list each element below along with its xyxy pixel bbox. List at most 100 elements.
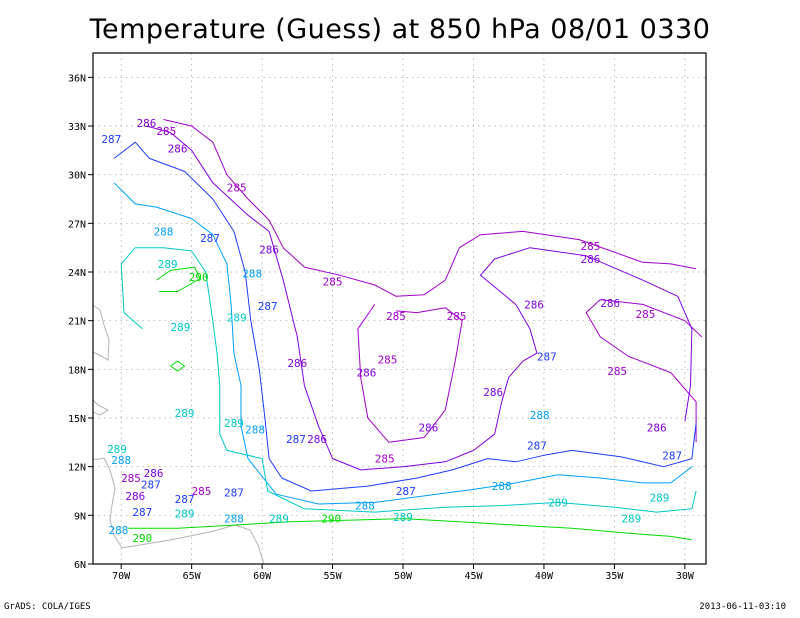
- contour-label: 288: [242, 268, 262, 281]
- contour-290: [156, 266, 201, 292]
- y-tick-label: 27N: [68, 219, 86, 230]
- contour-label: 286: [287, 357, 307, 370]
- contour-label: 286: [647, 422, 667, 435]
- contour-label: 289: [158, 258, 178, 271]
- x-tick-label: 40W: [535, 571, 554, 582]
- contour-label: 287: [141, 479, 161, 492]
- contour-287: [113, 141, 697, 492]
- contour-label: 286: [125, 490, 145, 503]
- contour-label: 287: [224, 487, 244, 500]
- contour-label: 287: [396, 485, 416, 498]
- contour-label: 289: [107, 443, 127, 456]
- contour-label: 290: [321, 513, 341, 526]
- contour-label: 290: [189, 271, 209, 284]
- contour-label: 287: [175, 493, 195, 506]
- plot-frame: [92, 52, 707, 565]
- contour-label: 286: [580, 253, 600, 266]
- y-tick-label: 15N: [68, 414, 86, 425]
- contour-label: 285: [378, 354, 398, 367]
- x-tick-label: 65W: [183, 571, 202, 582]
- contour-label: 288: [111, 454, 131, 467]
- contour-label: 286: [356, 367, 376, 380]
- contour-label: 286: [524, 298, 544, 311]
- contour-label: 289: [650, 492, 670, 505]
- contour-label: 287: [286, 433, 306, 446]
- island-coast-east: [93, 304, 110, 361]
- contour-290: [128, 518, 692, 541]
- footer-timestamp: 2013-06-11-03:10: [699, 602, 786, 612]
- y-tick-label: 30N: [68, 171, 86, 182]
- y-tick-label: 12N: [68, 463, 86, 474]
- south-america-coast: [93, 457, 265, 564]
- contour-label: 288: [530, 409, 550, 422]
- contour-285: [163, 119, 697, 297]
- contour-label: 289: [175, 407, 195, 420]
- y-tick-label: 33N: [68, 122, 86, 133]
- x-tick-label: 70W: [112, 571, 131, 582]
- contour-label: 286: [600, 297, 620, 310]
- contour-290: [170, 360, 186, 372]
- contour-label: 285: [156, 125, 176, 138]
- contour-288: [113, 182, 693, 505]
- contour-label: 285: [580, 240, 600, 253]
- contour-label: 286: [144, 467, 164, 480]
- contour-lines: [113, 119, 703, 541]
- contour-label: 289: [227, 311, 247, 324]
- y-tick-label: 21N: [68, 317, 86, 328]
- y-tick-label: 9N: [74, 511, 86, 522]
- x-tick-label: 60W: [253, 571, 272, 582]
- contour-label: 287: [258, 300, 278, 313]
- contour-label: 288: [154, 225, 174, 238]
- contour-label: 287: [537, 350, 557, 363]
- contour-285: [357, 304, 463, 443]
- contour-label: 287: [101, 133, 121, 146]
- y-tick-label: 24N: [68, 268, 86, 279]
- x-tick-label: 30W: [676, 571, 695, 582]
- y-tick-label: 6N: [74, 560, 86, 571]
- contour-label: 288: [492, 480, 512, 493]
- contour-label: 288: [355, 500, 375, 513]
- contour-label: 285: [386, 310, 406, 323]
- chart-title: Temperature (Guess) at 850 hPa 08/01 033…: [89, 14, 711, 45]
- island-coast-south: [93, 399, 110, 416]
- contour-label: 288: [108, 524, 128, 537]
- contour-label: 286: [259, 243, 279, 256]
- footer-credit: GrADS: COLA/IGES: [4, 602, 91, 612]
- contour-label: 289: [224, 417, 244, 430]
- x-tick-label: 35W: [605, 571, 624, 582]
- contour-label: 285: [607, 365, 627, 378]
- contour-label: 288: [224, 513, 244, 526]
- contour-label: 289: [621, 513, 641, 526]
- contour-label: 285: [227, 182, 247, 195]
- contour-289: [120, 247, 697, 513]
- x-tick-label: 45W: [464, 571, 483, 582]
- contour-label: 287: [662, 449, 682, 462]
- contour-label: 285: [447, 310, 467, 323]
- contour-label: 290: [132, 532, 152, 545]
- y-tick-label: 18N: [68, 365, 86, 376]
- contour-label: 286: [418, 422, 438, 435]
- contour-286: [146, 125, 693, 471]
- x-tick-label: 55W: [324, 571, 343, 582]
- contour-label: 285: [375, 453, 395, 466]
- contour-label: 289: [170, 321, 190, 334]
- coastline-layer: [93, 304, 265, 564]
- contour-label: 285: [121, 472, 141, 485]
- contour-label: 288: [245, 423, 265, 436]
- contour-label: 287: [527, 440, 547, 453]
- contour-label: 289: [175, 508, 195, 521]
- contour-label: 289: [393, 511, 413, 524]
- x-tick-label: 50W: [394, 571, 413, 582]
- contour-label: 285: [323, 276, 343, 289]
- contour-label: 286: [137, 117, 157, 130]
- contour-label: 286: [168, 143, 188, 156]
- contour-label: 287: [132, 506, 152, 519]
- y-tick-label: 36N: [68, 73, 86, 84]
- contour-label: 285: [192, 485, 212, 498]
- contour-label: 289: [269, 513, 289, 526]
- contour-label: 287: [200, 232, 220, 245]
- contour-label: 285: [635, 308, 655, 321]
- contour-label: 286: [307, 433, 327, 446]
